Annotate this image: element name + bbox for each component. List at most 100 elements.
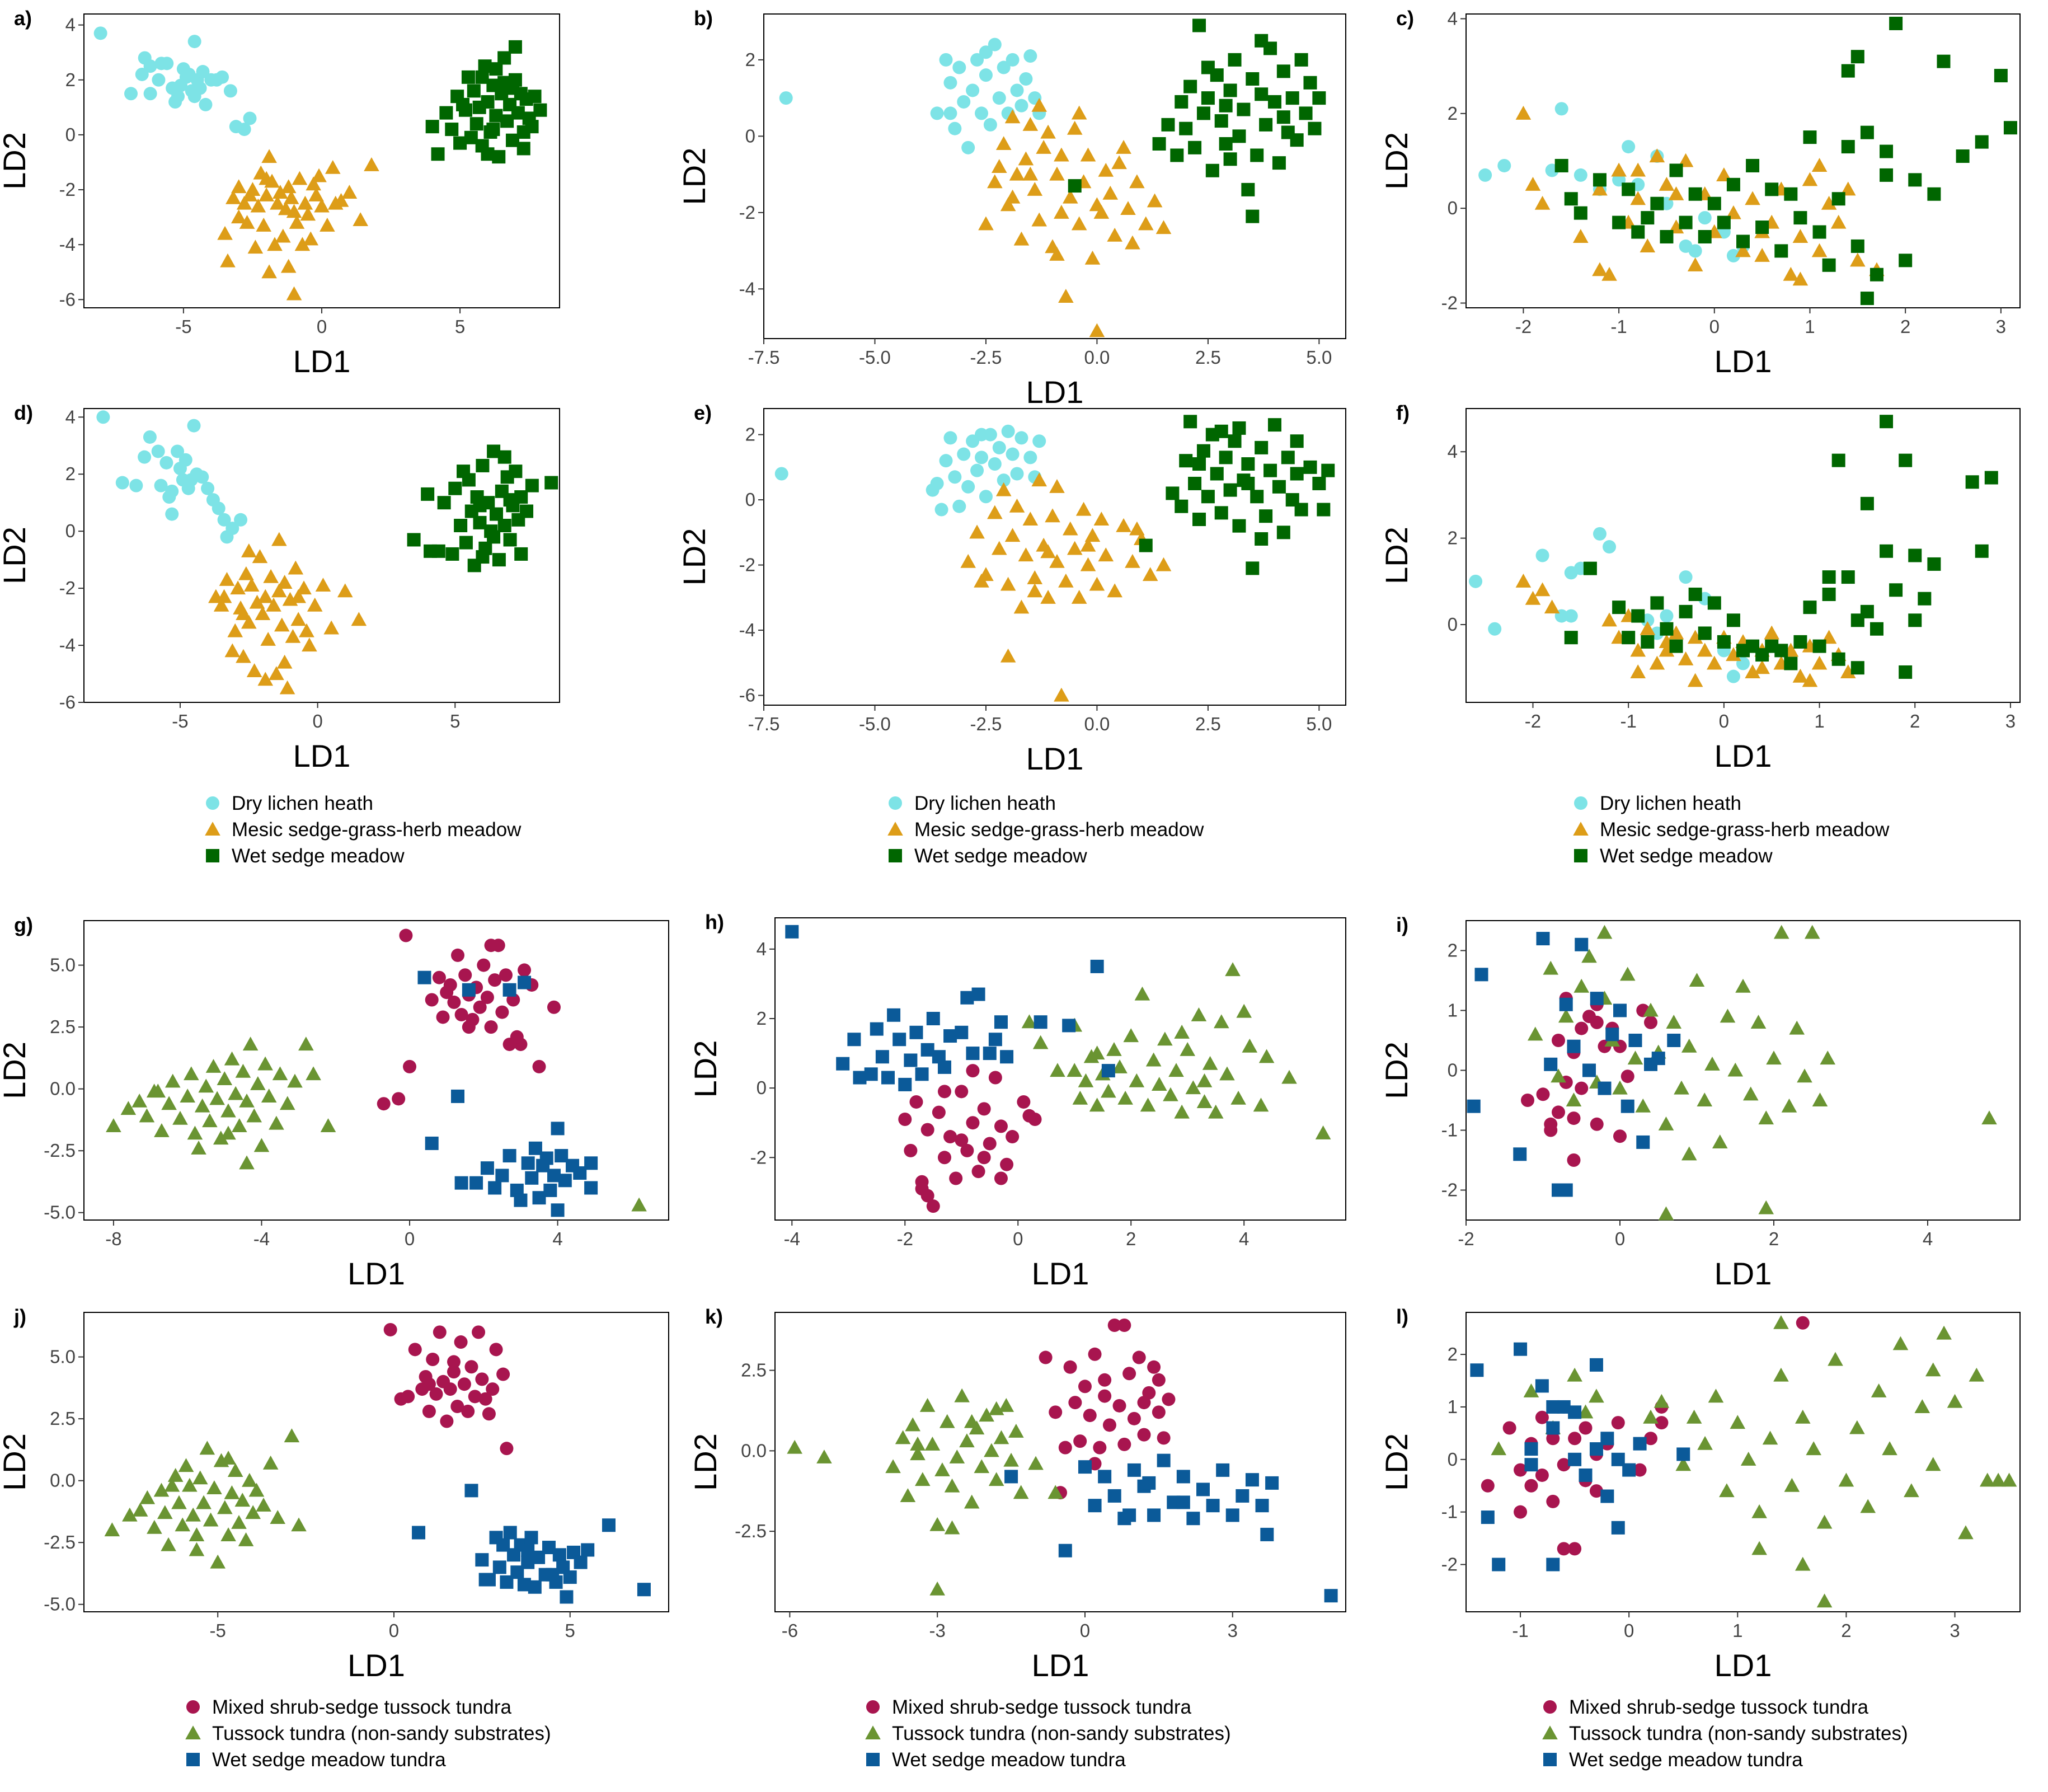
- data-point: [1603, 540, 1617, 554]
- data-point: [1088, 1347, 1102, 1361]
- data-point: [1176, 1470, 1190, 1484]
- legend-key-square: [186, 1753, 200, 1766]
- y-tick-label: 1: [1448, 1000, 1458, 1021]
- data-point: [1241, 457, 1255, 471]
- series-square: [407, 444, 558, 573]
- y-axis-title: LD2: [688, 1040, 723, 1098]
- data-point: [271, 532, 287, 546]
- x-tick-label: 2.5: [1195, 714, 1221, 734]
- data-point: [943, 106, 957, 120]
- data-point: [252, 549, 268, 564]
- data-point: [1223, 83, 1237, 97]
- data-point: [943, 1029, 957, 1043]
- data-point: [220, 1527, 236, 1541]
- data-point: [303, 231, 319, 246]
- y-tick-label: 0.0: [50, 1078, 76, 1099]
- data-point: [1174, 1104, 1190, 1119]
- data-point: [171, 444, 185, 458]
- data-point: [1546, 1558, 1560, 1571]
- data-point: [161, 1096, 177, 1110]
- data-point: [1575, 1021, 1589, 1035]
- x-axis-title: LD1: [1715, 738, 1772, 773]
- data-point: [472, 1325, 486, 1339]
- data-point: [1255, 87, 1269, 101]
- data-point: [1773, 925, 1789, 939]
- legend-label: Wet sedge meadow tundra: [1569, 1749, 1803, 1771]
- data-point: [492, 1560, 506, 1574]
- panel-label: c): [1396, 7, 1414, 30]
- data-point: [509, 465, 523, 479]
- data-point: [1324, 1589, 1338, 1603]
- legend-label: Mesic sedge-grass-herb meadow: [914, 819, 1204, 841]
- data-point: [1170, 148, 1184, 162]
- data-point: [1745, 664, 1760, 678]
- data-point: [1267, 95, 1281, 109]
- data-point: [1816, 1593, 1833, 1608]
- data-point: [408, 1343, 422, 1357]
- data-point: [1688, 587, 1702, 601]
- data-point: [1010, 83, 1024, 97]
- data-point: [447, 1355, 461, 1369]
- data-point: [1098, 1389, 1112, 1403]
- legend-key-circle: [186, 1700, 200, 1714]
- data-point: [495, 1169, 509, 1183]
- data-point: [168, 95, 182, 109]
- data-point: [1117, 1437, 1131, 1451]
- data-point: [563, 1570, 577, 1584]
- data-point: [1054, 205, 1069, 219]
- data-point: [1811, 158, 1828, 172]
- data-point: [1590, 1117, 1604, 1131]
- data-point: [1140, 1097, 1156, 1112]
- data-point: [1027, 182, 1043, 196]
- data-point: [574, 1555, 588, 1569]
- x-tick-label: -2.5: [970, 714, 1002, 734]
- data-point: [1068, 179, 1082, 193]
- series-triangle: [104, 1428, 307, 1569]
- data-point: [1792, 668, 1809, 683]
- data-point: [115, 476, 129, 490]
- series-triangle: [217, 149, 379, 301]
- data-point: [978, 216, 994, 231]
- data-point: [1013, 599, 1030, 614]
- x-tick-label: 0: [1615, 1228, 1625, 1249]
- panel-d: d) -5 0 5 -6 -4 -2 0 2 4 LD1 LD2: [0, 401, 560, 773]
- data-point: [219, 572, 235, 586]
- data-point: [1589, 1388, 1604, 1403]
- data-point: [1589, 1484, 1603, 1498]
- data-point: [223, 84, 237, 98]
- data-point: [1796, 1316, 1810, 1330]
- data-points: [106, 928, 647, 1217]
- data-point: [1577, 1404, 1594, 1419]
- x-tick-label: 2.5: [1195, 347, 1221, 368]
- x-tick-label: -4: [253, 1228, 270, 1249]
- data-point: [253, 1138, 270, 1152]
- data-point: [1246, 209, 1260, 223]
- data-point: [431, 544, 445, 558]
- data-point: [245, 182, 261, 196]
- data-points: [779, 18, 1326, 337]
- data-point: [489, 62, 503, 76]
- data-point: [1659, 642, 1675, 657]
- data-point: [260, 632, 276, 646]
- data-point: [1820, 1050, 1836, 1065]
- data-point: [246, 1108, 262, 1123]
- data-point: [539, 1151, 553, 1165]
- data-point: [1474, 968, 1488, 982]
- data-point: [1871, 1383, 1887, 1397]
- data-point: [1567, 1367, 1582, 1382]
- y-tick-label: -6: [59, 289, 76, 309]
- data-point: [910, 1446, 926, 1461]
- panel-label: a): [14, 7, 32, 30]
- legend-key-circle: [1543, 1700, 1557, 1714]
- data-point: [1469, 574, 1483, 588]
- data-points: [787, 1319, 1338, 1603]
- data-point: [315, 578, 331, 592]
- data-point: [975, 428, 989, 442]
- data-point: [1655, 1416, 1669, 1430]
- data-point: [1067, 120, 1083, 135]
- data-point: [1129, 521, 1145, 536]
- x-axis-title: LD1: [293, 738, 351, 773]
- data-point: [1706, 655, 1722, 670]
- y-tick-label: 1: [1448, 1396, 1458, 1417]
